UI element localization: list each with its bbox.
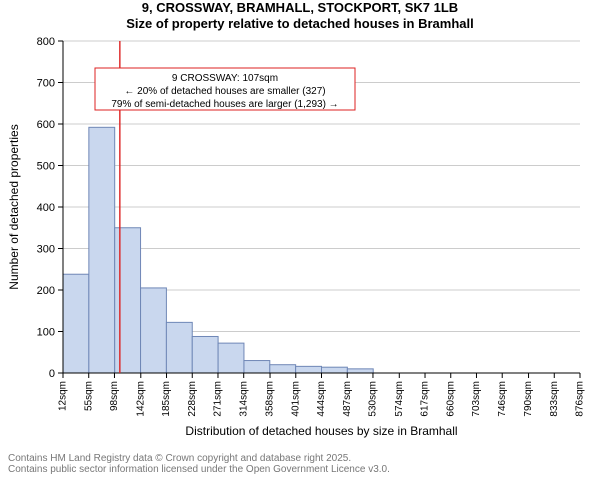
svg-text:574sqm: 574sqm <box>394 381 405 417</box>
svg-text:12sqm: 12sqm <box>58 381 69 411</box>
histogram-bar <box>166 322 192 373</box>
svg-text:200: 200 <box>37 285 55 297</box>
svg-text:100: 100 <box>37 326 55 338</box>
histogram-bar <box>347 368 373 372</box>
histogram-chart: 0 100 200 300 400 500 600 700 800 12sqm 55sqm 98sqm… <box>0 33 600 453</box>
svg-text:358sqm: 358sqm <box>265 381 276 417</box>
svg-text:790sqm: 790sqm <box>523 381 534 417</box>
histogram-bar <box>296 366 322 373</box>
svg-text:444sqm: 444sqm <box>316 381 327 417</box>
histogram-bar <box>218 343 244 373</box>
footer-line2: Contains public sector information licen… <box>8 464 600 476</box>
svg-text:401sqm: 401sqm <box>290 381 301 417</box>
svg-text:530sqm: 530sqm <box>368 381 379 417</box>
svg-text:660sqm: 660sqm <box>445 381 456 417</box>
svg-text:600: 600 <box>37 119 55 131</box>
histogram-bar <box>115 227 141 372</box>
x-axis-label: Distribution of detached houses by size … <box>185 424 457 438</box>
svg-text:300: 300 <box>37 243 55 255</box>
svg-text:833sqm: 833sqm <box>549 381 560 417</box>
svg-text:700: 700 <box>37 77 55 89</box>
histogram-bar <box>89 127 115 373</box>
svg-text:617sqm: 617sqm <box>420 381 431 417</box>
svg-text:228sqm: 228sqm <box>187 381 198 417</box>
attribution-footer: Contains HM Land Registry data © Crown c… <box>0 453 600 476</box>
svg-text:98sqm: 98sqm <box>109 381 120 411</box>
svg-text:876sqm: 876sqm <box>575 381 586 417</box>
chart-title-line2: Size of property relative to detached ho… <box>0 16 600 32</box>
svg-text:500: 500 <box>37 160 55 172</box>
svg-text:314sqm: 314sqm <box>238 381 249 417</box>
svg-text:271sqm: 271sqm <box>213 381 224 417</box>
chart-title-block: 9, CROSSWAY, BRAMHALL, STOCKPORT, SK7 1L… <box>0 0 600 33</box>
histogram-bar <box>141 287 167 372</box>
svg-text:746sqm: 746sqm <box>497 381 508 417</box>
histogram-bar <box>270 364 296 372</box>
y-axis-label: Number of detached properties <box>7 124 21 289</box>
svg-text:142sqm: 142sqm <box>135 381 146 417</box>
chart-svg: 0 100 200 300 400 500 600 700 800 12sqm 55sqm 98sqm… <box>0 33 600 453</box>
svg-text:800: 800 <box>37 36 55 48</box>
svg-text:55sqm: 55sqm <box>83 381 94 411</box>
svg-text:0: 0 <box>49 368 55 380</box>
chart-title-line1: 9, CROSSWAY, BRAMHALL, STOCKPORT, SK7 1L… <box>0 0 600 16</box>
histogram-bar <box>63 274 89 373</box>
svg-text:487sqm: 487sqm <box>342 381 353 417</box>
annotation-line: 79% of semi-detached houses are larger (… <box>111 99 338 110</box>
annotation-line: ← 20% of detached houses are smaller (32… <box>124 86 325 97</box>
annotation-line: 9 CROSSWAY: 107sqm <box>172 73 278 84</box>
footer-line1: Contains HM Land Registry data © Crown c… <box>8 453 600 465</box>
svg-text:185sqm: 185sqm <box>161 381 172 417</box>
histogram-bar <box>322 367 348 373</box>
histogram-bar <box>244 360 270 372</box>
svg-text:703sqm: 703sqm <box>471 381 482 417</box>
histogram-bar <box>192 336 218 373</box>
svg-text:400: 400 <box>37 202 55 214</box>
